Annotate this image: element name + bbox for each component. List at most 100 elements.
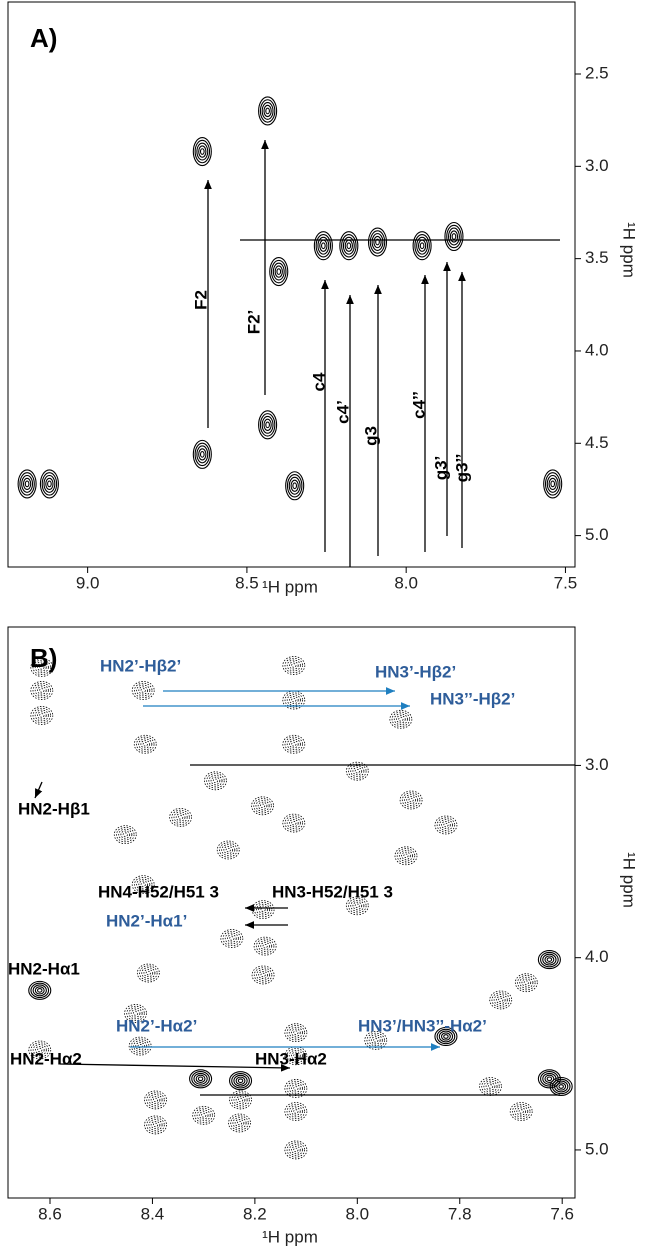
peak [189,1069,213,1089]
annotation: HN3’’-Hβ2’ [430,689,515,708]
contour [514,1105,529,1118]
peak [543,469,563,499]
contour [258,410,278,440]
contour [201,1113,207,1118]
contour [17,469,37,499]
contour [401,851,411,860]
contour [28,980,52,1000]
contour [134,877,153,893]
contour [189,1069,213,1089]
peak [28,1040,52,1060]
annotation: HN3-Hα2 [255,1049,327,1068]
contour [41,472,58,496]
contour [32,682,52,699]
contour [284,1023,308,1043]
contour [389,709,413,729]
annotation: c4 [309,372,328,391]
contour [224,932,239,945]
contour [124,1004,147,1023]
contour [21,474,34,493]
contour [544,1074,555,1083]
contour [39,665,45,670]
contour [441,821,451,830]
contour [138,880,149,889]
peak [192,439,212,469]
contour [284,1140,308,1160]
y-tick-label: 4.5 [585,433,609,452]
peak [113,825,137,845]
contour [260,942,270,951]
contour [144,1090,167,1110]
contour [345,761,369,781]
contour [393,713,408,726]
contour [204,771,227,791]
peak [216,840,240,860]
contour [132,1011,139,1016]
contour [118,828,133,841]
contour [546,474,559,493]
contour [375,238,380,246]
contour [292,482,298,490]
contour [136,963,160,983]
contour [194,442,211,467]
contour [517,975,536,991]
contour [286,1080,306,1097]
contour [133,1040,148,1052]
peak [258,96,278,126]
annotation: F2’ [244,310,263,335]
contour [258,96,278,126]
contour [262,943,268,949]
contour [509,1102,533,1121]
contour [291,697,297,703]
contour [208,775,223,787]
contour [258,905,268,914]
contour [286,474,303,498]
contour [128,1007,143,1020]
contour [219,842,238,858]
contour [485,1082,496,1091]
contour [449,230,459,243]
plot-frame [7,1,576,568]
contour [256,903,271,916]
peak [251,796,274,816]
x-tick-label: 7.8 [448,1204,472,1223]
contour [440,1032,451,1041]
contour [259,99,276,123]
contour [341,233,357,258]
x-tick-label: 8.0 [345,1204,369,1223]
contour [263,104,272,118]
contour [369,230,386,254]
contour [139,965,158,981]
x-tick-label: 8.0 [394,573,418,592]
contour [137,1043,143,1049]
x-tick-label: 7.5 [554,573,578,592]
peak [124,1004,147,1023]
contour [286,659,301,672]
contour [34,661,49,674]
contour [354,768,360,774]
contour [436,817,456,833]
contour [396,715,406,724]
contour [339,231,359,261]
contour [140,740,151,749]
contour [398,849,413,862]
y-tick-label: 4.0 [585,947,609,966]
contour [194,1107,213,1123]
contour [346,242,352,250]
contour [282,813,306,833]
contour [398,717,404,722]
contour [196,1109,211,1122]
contour [438,1030,454,1043]
contour [487,1084,494,1089]
contour [136,736,155,752]
contour [521,978,532,987]
contour [345,896,369,916]
y-axis-label: ¹H ppm [620,852,639,908]
contour [319,239,328,252]
contour [544,955,555,964]
peak [444,221,464,252]
annotation: HN2’-Hβ2’ [100,656,181,675]
contour [284,692,304,708]
peak [133,734,157,754]
annotation: g3’ [431,456,450,481]
